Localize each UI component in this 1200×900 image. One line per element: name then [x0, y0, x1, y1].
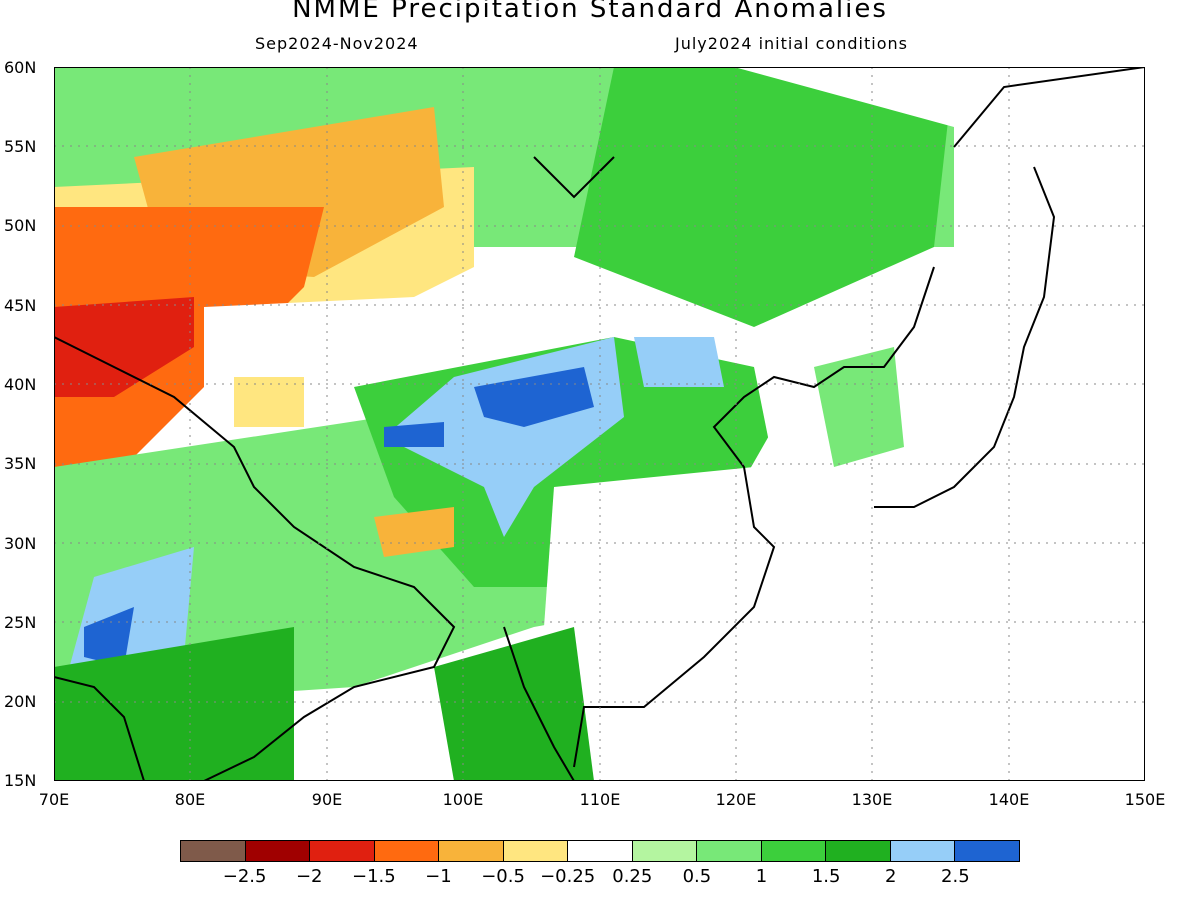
lon-label: 130E: [851, 790, 893, 809]
colorbar-swatch: [439, 841, 504, 861]
lon-label: 80E: [174, 790, 206, 809]
colorbar-swatch: [245, 841, 311, 861]
colorbar-swatch: [697, 841, 762, 861]
lon-label: 150E: [1124, 790, 1166, 809]
colorbar-label: −1: [425, 866, 452, 887]
colorbar-label: −2: [295, 866, 323, 887]
colorbar-swatch: [890, 841, 956, 861]
colorbar-swatch: [632, 841, 698, 861]
colorbar-swatch: [181, 841, 246, 861]
lat-label: 20N: [4, 692, 37, 711]
colorbar-swatch: [568, 841, 633, 861]
colorbar-swatch: [955, 841, 1019, 861]
lon-label: 70E: [38, 790, 70, 809]
colorbar-label: −1.5: [351, 866, 396, 887]
lat-label: 55N: [4, 137, 37, 156]
anomaly-field: [54, 67, 1145, 781]
forecast-period: Sep2024-Nov2024: [255, 34, 419, 53]
colorbar-label: 0.5: [682, 866, 712, 887]
colorbar-label: −0.25: [540, 866, 596, 887]
colorbar-swatch: [310, 841, 375, 861]
lon-label: 110E: [579, 790, 621, 809]
lat-label: 15N: [4, 771, 37, 790]
colorbar-label: −0.5: [481, 866, 525, 887]
colorbar-label: 1: [755, 866, 768, 887]
lat-label: 45N: [4, 296, 37, 315]
colorbar-swatch: [503, 841, 569, 861]
colorbar: [180, 840, 1020, 862]
colorbar-label: 0.25: [612, 866, 653, 887]
lat-label: 40N: [4, 375, 37, 394]
lat-label: 25N: [4, 613, 37, 632]
initial-conditions: July2024 initial conditions: [675, 34, 908, 53]
grid: [54, 67, 1145, 781]
lon-label: 140E: [988, 790, 1030, 809]
colorbar-label: 2.5: [941, 866, 970, 887]
map-title: NMME Precipitation Standard Anomalies: [292, 0, 888, 24]
colorbar-swatch: [374, 841, 440, 861]
lat-label: 35N: [4, 454, 37, 473]
coastlines: [54, 67, 1145, 781]
colorbar-label: 2: [885, 866, 897, 887]
colorbar-swatch: [826, 841, 891, 861]
colorbar-label: −2.5: [222, 866, 267, 887]
lon-label: 100E: [442, 790, 484, 809]
colorbar-label: 1.5: [811, 866, 841, 887]
lat-label: 60N: [4, 58, 37, 77]
anomaly-shading: [54, 67, 1145, 781]
lon-label: 90E: [311, 790, 343, 809]
colorbar-swatch: [761, 841, 827, 861]
lat-label: 30N: [4, 534, 37, 553]
anomaly-map: [54, 67, 1145, 781]
lon-label: 120E: [715, 790, 757, 809]
lat-label: 50N: [4, 216, 37, 235]
